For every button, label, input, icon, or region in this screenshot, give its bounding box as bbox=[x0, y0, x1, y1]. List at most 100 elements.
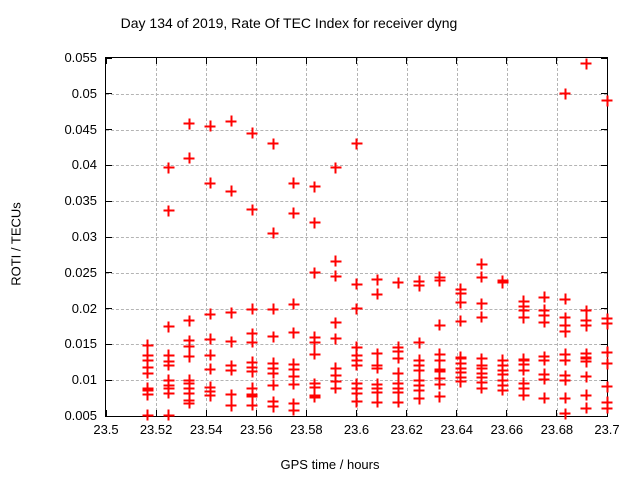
x-tick-label: 23.54 bbox=[189, 422, 223, 437]
data-point-marker bbox=[559, 293, 571, 305]
data-point-marker bbox=[601, 396, 613, 408]
data-point-marker bbox=[204, 177, 216, 189]
data-point-marker bbox=[183, 315, 195, 327]
data-point-marker bbox=[142, 367, 154, 379]
data-point-marker bbox=[371, 362, 383, 374]
data-point-marker bbox=[476, 353, 488, 365]
data-point-marker bbox=[309, 331, 321, 343]
data-point-marker bbox=[434, 275, 446, 287]
data-point-marker bbox=[309, 337, 321, 349]
data-point-marker bbox=[351, 303, 362, 315]
data-point-marker bbox=[204, 349, 216, 361]
x-tick-label: 23.6 bbox=[343, 422, 370, 437]
x-tick-label: 23.68 bbox=[540, 422, 574, 437]
y-tick-label: 0.055 bbox=[64, 50, 97, 65]
data-point-marker bbox=[413, 385, 425, 397]
axis-tick bbox=[506, 58, 508, 64]
data-point-marker bbox=[351, 341, 362, 353]
axis-tick bbox=[601, 93, 607, 95]
data-point-marker bbox=[267, 379, 279, 391]
data-point-marker bbox=[601, 318, 613, 330]
axis-tick bbox=[406, 410, 408, 416]
data-point-marker bbox=[580, 305, 592, 317]
data-point-marker bbox=[434, 354, 446, 366]
data-point-marker bbox=[413, 359, 425, 371]
data-point-marker bbox=[580, 402, 592, 414]
data-point-marker bbox=[267, 401, 279, 413]
data-point-marker bbox=[538, 316, 550, 328]
y-tick-label: 0.005 bbox=[64, 408, 97, 423]
axis-tick bbox=[601, 164, 607, 166]
data-point-marker bbox=[330, 162, 342, 174]
data-point-marker bbox=[559, 348, 571, 360]
data-point-marker bbox=[288, 404, 300, 416]
data-point-marker bbox=[601, 95, 613, 107]
data-point-marker bbox=[392, 367, 404, 379]
data-point-marker bbox=[309, 267, 321, 279]
data-point-marker bbox=[434, 391, 446, 403]
data-point-marker bbox=[267, 227, 279, 239]
data-point-marker bbox=[371, 274, 383, 286]
data-point-marker bbox=[559, 354, 571, 366]
axis-tick bbox=[601, 272, 607, 274]
axis-tick bbox=[606, 58, 608, 64]
data-point-marker bbox=[476, 258, 488, 270]
data-point-marker bbox=[309, 181, 321, 193]
data-point-marker bbox=[392, 352, 404, 364]
data-point-marker bbox=[288, 371, 300, 383]
data-point-marker bbox=[163, 205, 175, 216]
data-point-marker bbox=[559, 392, 571, 404]
data-point-marker bbox=[601, 358, 613, 370]
data-point-marker bbox=[559, 312, 571, 324]
axis-tick bbox=[456, 410, 458, 416]
axis-tick bbox=[106, 164, 112, 166]
data-point-marker bbox=[497, 368, 509, 380]
data-point-marker bbox=[246, 328, 258, 340]
data-point-marker bbox=[392, 277, 404, 289]
data-point-marker bbox=[476, 271, 488, 283]
data-point-marker bbox=[183, 387, 195, 399]
axis-tick bbox=[356, 58, 357, 64]
data-point-marker bbox=[351, 396, 362, 408]
data-point-marker bbox=[183, 335, 195, 347]
data-point-marker bbox=[413, 365, 425, 377]
y-tick-label: 0.015 bbox=[64, 336, 97, 352]
data-point-marker bbox=[142, 354, 154, 366]
axis-tick bbox=[305, 58, 307, 64]
data-point-marker bbox=[538, 392, 550, 404]
grid-line-horizontal bbox=[106, 165, 607, 167]
axis-tick bbox=[456, 58, 458, 64]
data-point-marker bbox=[371, 348, 383, 360]
data-point-marker bbox=[371, 386, 383, 398]
axis-tick bbox=[106, 272, 112, 274]
data-point-marker bbox=[518, 312, 530, 324]
data-point-marker bbox=[246, 399, 258, 411]
axis-tick bbox=[601, 343, 607, 345]
data-point-marker bbox=[309, 381, 321, 393]
data-point-marker bbox=[246, 382, 258, 394]
data-point-marker bbox=[351, 359, 362, 371]
axis-tick bbox=[305, 410, 307, 416]
axis-tick bbox=[406, 58, 408, 64]
data-point-marker bbox=[413, 280, 425, 292]
data-point-marker bbox=[392, 346, 404, 358]
data-point-marker bbox=[246, 204, 258, 216]
data-point-marker bbox=[163, 349, 175, 361]
data-point-marker bbox=[518, 305, 530, 317]
data-point-marker bbox=[204, 363, 216, 375]
data-point-marker bbox=[601, 402, 613, 414]
data-point-marker bbox=[330, 317, 342, 329]
data-point-marker bbox=[225, 389, 237, 401]
data-point-marker bbox=[351, 278, 362, 290]
data-point-marker bbox=[267, 138, 279, 150]
plot-area bbox=[105, 57, 613, 421]
data-point-marker bbox=[142, 389, 154, 401]
axis-tick bbox=[205, 410, 207, 416]
grid-line-vertical bbox=[156, 58, 158, 416]
data-point-marker bbox=[330, 369, 342, 381]
data-point-marker bbox=[476, 298, 488, 310]
axis-tick bbox=[601, 236, 607, 238]
data-point-marker bbox=[183, 397, 195, 409]
axis-tick bbox=[106, 236, 112, 238]
data-point-marker bbox=[309, 217, 321, 229]
